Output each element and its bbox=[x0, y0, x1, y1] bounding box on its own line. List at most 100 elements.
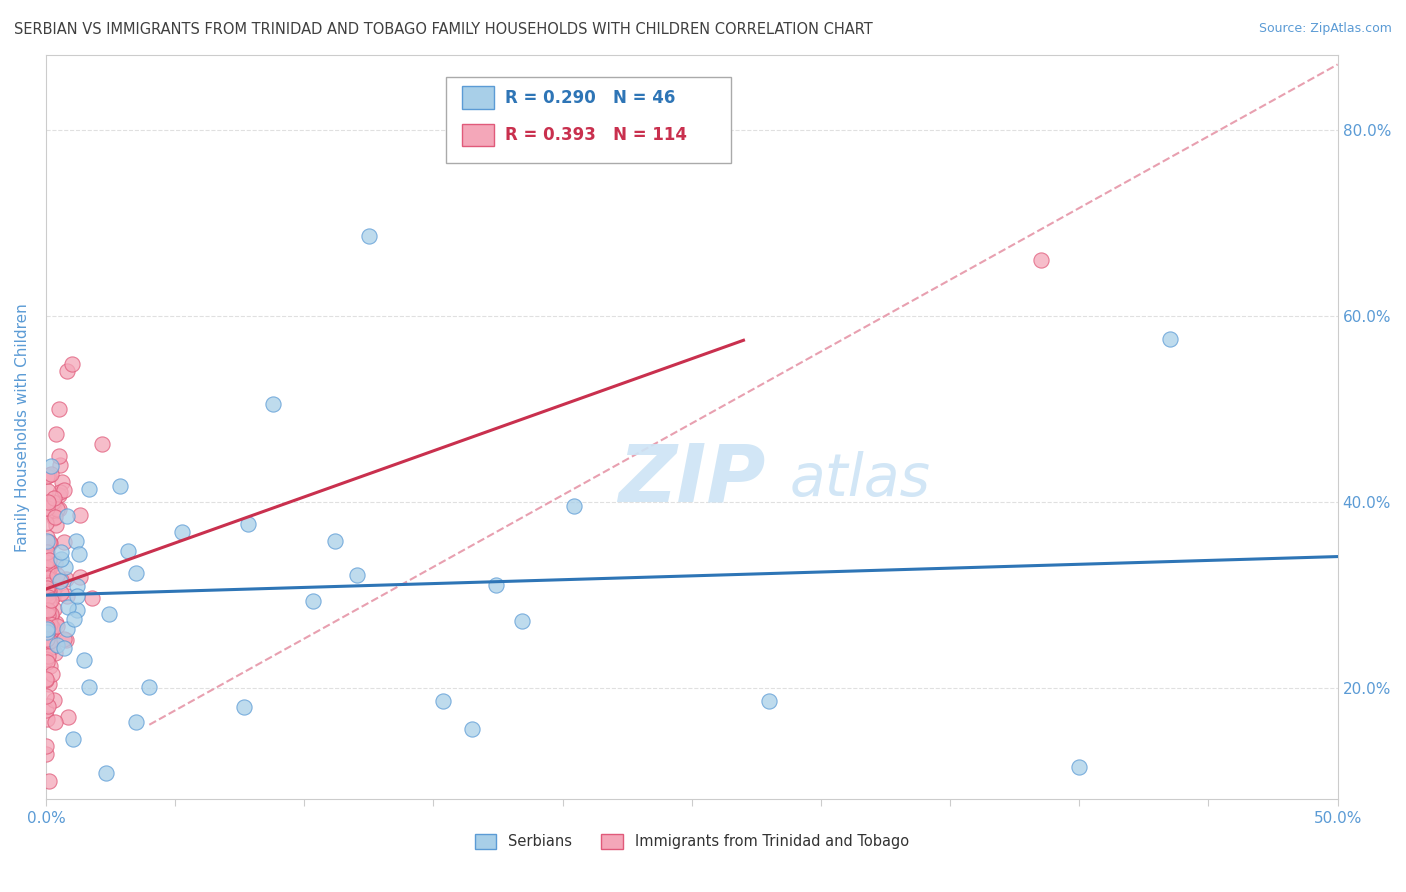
Point bbox=[35, 629, 58, 643]
Point bbox=[262, 397, 284, 411]
Point bbox=[35, 641, 58, 656]
Point bbox=[562, 499, 585, 513]
Point bbox=[117, 544, 139, 558]
Point bbox=[37, 590, 59, 604]
Point bbox=[41, 626, 63, 640]
Point bbox=[35, 712, 58, 726]
FancyBboxPatch shape bbox=[463, 87, 494, 109]
Point bbox=[39, 592, 62, 607]
Point bbox=[35, 574, 58, 589]
Point bbox=[56, 589, 79, 603]
Point bbox=[55, 572, 77, 586]
Point bbox=[35, 545, 58, 559]
Point bbox=[1069, 759, 1091, 773]
Point bbox=[35, 620, 58, 634]
Point bbox=[48, 488, 70, 502]
Point bbox=[38, 553, 60, 567]
Point bbox=[35, 747, 58, 761]
Point bbox=[35, 555, 58, 569]
Point bbox=[38, 561, 60, 575]
Point bbox=[79, 681, 101, 695]
Point bbox=[37, 603, 59, 617]
Point bbox=[49, 552, 72, 566]
Point bbox=[49, 574, 72, 588]
Point bbox=[35, 625, 58, 640]
Point bbox=[357, 229, 380, 244]
Point bbox=[35, 652, 58, 666]
Point bbox=[301, 594, 323, 608]
Point bbox=[35, 632, 58, 646]
Point bbox=[125, 715, 148, 730]
Point bbox=[35, 546, 58, 560]
Point bbox=[60, 357, 83, 371]
Point bbox=[53, 641, 76, 656]
Point bbox=[39, 634, 62, 648]
Point bbox=[44, 616, 66, 631]
Point bbox=[44, 646, 66, 660]
Point bbox=[35, 689, 58, 703]
Point bbox=[56, 710, 79, 724]
Point bbox=[41, 640, 63, 654]
Point bbox=[35, 673, 58, 687]
Point bbox=[323, 533, 346, 548]
Point bbox=[69, 570, 91, 584]
Point bbox=[51, 475, 73, 489]
Point bbox=[41, 506, 63, 520]
Point bbox=[48, 485, 70, 500]
Point bbox=[232, 700, 254, 714]
Point bbox=[35, 640, 58, 655]
Point bbox=[48, 401, 70, 416]
Point bbox=[55, 364, 77, 378]
Point bbox=[35, 620, 58, 634]
FancyBboxPatch shape bbox=[463, 124, 494, 146]
Point bbox=[66, 579, 89, 593]
Point bbox=[37, 699, 59, 714]
Point bbox=[37, 581, 59, 595]
Point bbox=[91, 437, 114, 451]
Point bbox=[55, 622, 77, 636]
Point bbox=[41, 619, 63, 633]
Point bbox=[35, 500, 58, 515]
Point bbox=[37, 607, 59, 622]
Point bbox=[35, 603, 58, 617]
Point bbox=[38, 534, 60, 549]
Point bbox=[77, 482, 100, 496]
Point bbox=[138, 681, 160, 695]
Text: SERBIAN VS IMMIGRANTS FROM TRINIDAD AND TOBAGO FAMILY HOUSEHOLDS WITH CHILDREN C: SERBIAN VS IMMIGRANTS FROM TRINIDAD AND … bbox=[14, 22, 873, 37]
Point bbox=[56, 509, 79, 524]
Point bbox=[38, 596, 60, 610]
Point bbox=[37, 584, 59, 599]
Point bbox=[38, 677, 60, 691]
Point bbox=[49, 586, 72, 600]
Text: Source: ZipAtlas.com: Source: ZipAtlas.com bbox=[1258, 22, 1392, 36]
Point bbox=[49, 544, 72, 558]
Point bbox=[510, 615, 533, 629]
Point bbox=[461, 723, 484, 737]
Point bbox=[39, 571, 62, 585]
Point bbox=[432, 694, 454, 708]
Point bbox=[35, 516, 58, 530]
Point bbox=[69, 508, 91, 523]
Point bbox=[38, 773, 60, 788]
Point bbox=[35, 621, 58, 635]
Point bbox=[41, 667, 63, 681]
Point bbox=[37, 613, 59, 627]
Point bbox=[39, 658, 62, 673]
Point bbox=[346, 567, 368, 582]
Point bbox=[170, 525, 193, 540]
Point bbox=[44, 588, 66, 602]
Text: ZIP: ZIP bbox=[619, 441, 765, 518]
Point bbox=[66, 589, 89, 603]
FancyBboxPatch shape bbox=[446, 78, 731, 163]
Point bbox=[37, 648, 59, 663]
Point bbox=[35, 539, 58, 553]
Point bbox=[44, 557, 66, 571]
Point bbox=[80, 591, 103, 606]
Point bbox=[67, 547, 90, 561]
Point bbox=[37, 571, 59, 585]
Text: R = 0.393   N = 114: R = 0.393 N = 114 bbox=[505, 126, 686, 144]
Point bbox=[42, 497, 65, 511]
Point bbox=[48, 449, 70, 463]
Point bbox=[39, 458, 62, 473]
Point bbox=[44, 510, 66, 524]
